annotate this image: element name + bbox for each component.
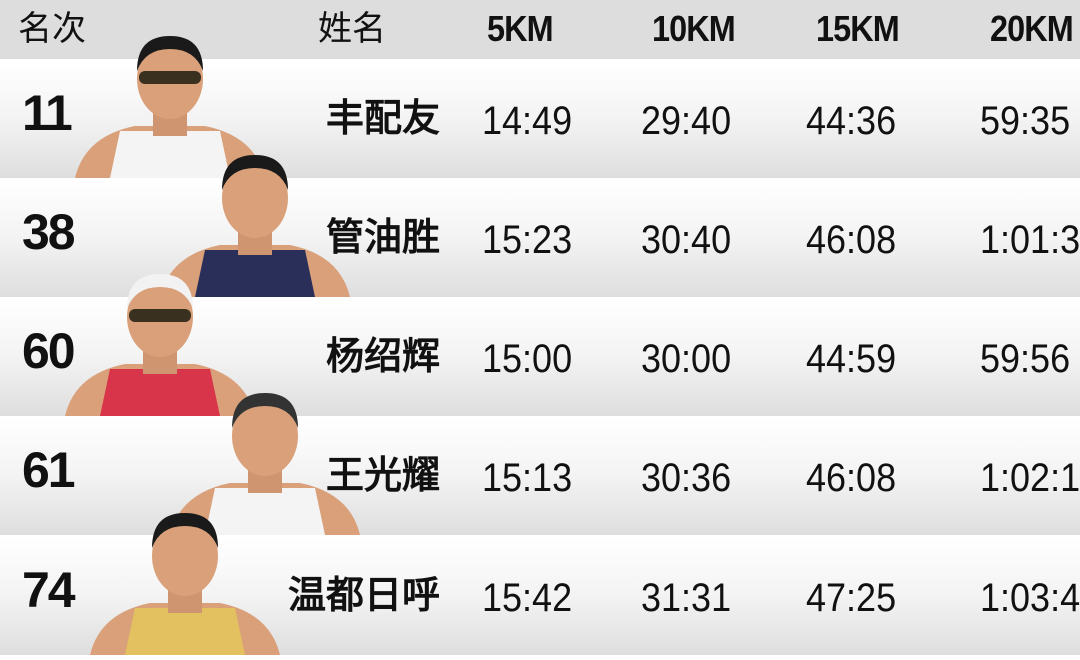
athlete-name: 杨绍辉 [325,334,440,378]
split-time: 15:42 [482,576,573,620]
athlete-name: 王光耀 [325,453,440,497]
header-5km: 5KM [487,8,554,49]
header-20km: 20KM [990,8,1074,49]
split-time: 44:36 [806,99,897,143]
split-time: 15:00 [482,337,573,381]
rank: 38 [22,204,76,260]
athlete-photo [160,155,350,297]
split-time: 46:08 [806,456,897,500]
split-time: 30:36 [641,456,732,500]
split-time: 30:40 [641,218,732,262]
split-time: 1:03:42 [980,576,1080,620]
split-time: 29:40 [641,99,732,143]
split-time: 15:23 [482,218,573,262]
split-time: 59:35 [980,99,1071,143]
athlete-photo [65,274,255,416]
header-15km: 15KM [816,8,900,49]
split-time: 14:49 [482,99,573,143]
athlete-name: 温都日呼 [287,573,440,617]
split-time: 15:13 [482,456,573,500]
header-10km: 10KM [652,8,736,49]
athlete-photo [170,393,360,535]
split-time: 30:00 [641,337,732,381]
table-row: 60 杨绍辉 15:00 30:00 44:59 59:56 [0,274,1080,416]
table-row: 11 丰配友 14:49 29:40 44:36 59:35 [0,36,1080,178]
split-time: 1:02:10 [980,456,1080,500]
athlete-name: 管油胜 [325,215,440,259]
split-time: 1:01:38 [980,218,1080,262]
rank: 60 [22,323,76,379]
table-row: 38 管油胜 15:23 30:40 46:08 1:01:38 [0,155,1080,297]
rank: 11 [22,85,73,141]
header-rank: 名次 [18,9,86,49]
split-time: 59:56 [980,337,1071,381]
split-time: 47:25 [806,576,897,620]
split-time: 31:31 [641,576,732,620]
header-name: 姓名 [318,9,386,49]
table-row: 61 王光耀 15:13 30:36 46:08 1:02:10 [0,393,1080,535]
athlete-photo [75,36,265,178]
athlete-name: 丰配友 [325,96,440,140]
split-time: 44:59 [806,337,897,381]
rank: 61 [22,442,76,498]
split-time: 46:08 [806,218,897,262]
athlete-photo [90,513,280,655]
table-row: 74 温都日呼 15:42 31:31 47:25 1:03:42 [0,513,1080,655]
rank: 74 [22,562,76,618]
